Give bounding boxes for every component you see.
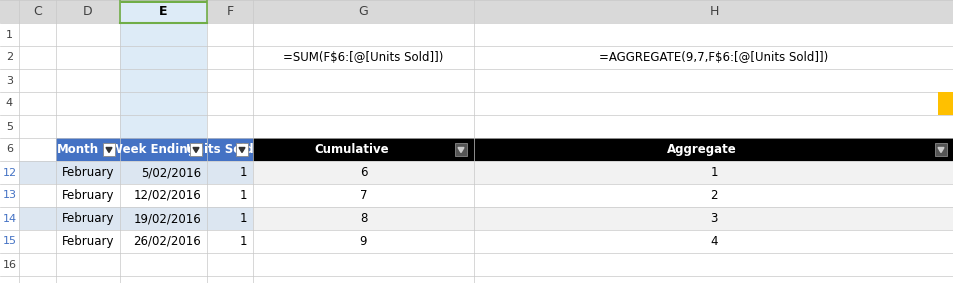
Text: 6: 6 [6, 145, 13, 155]
Text: 12/02/2016: 12/02/2016 [133, 189, 201, 202]
Bar [0, 0, 953, 23]
Text: 5/02/2016: 5/02/2016 [141, 166, 201, 179]
Text: 1: 1 [709, 166, 717, 179]
Bar [120, 115, 207, 138]
Bar [253, 230, 953, 253]
Text: Cumulative: Cumulative [314, 143, 389, 156]
Bar [120, 46, 207, 69]
Text: Week Ending: Week Ending [111, 143, 196, 156]
Text: 4: 4 [709, 235, 717, 248]
Text: 15: 15 [3, 237, 16, 246]
Text: Units Sold: Units Sold [186, 143, 253, 156]
Text: H: H [709, 5, 718, 18]
Polygon shape [937, 147, 943, 153]
Bar [19, 184, 253, 207]
Bar [253, 138, 953, 161]
Bar [120, 23, 207, 46]
Text: 4: 4 [6, 98, 13, 108]
Text: 2: 2 [709, 189, 717, 202]
Text: 2: 2 [6, 53, 13, 63]
Bar [19, 207, 253, 230]
Bar [103, 143, 115, 156]
Text: G: G [358, 5, 368, 18]
Text: 13: 13 [3, 190, 16, 200]
Bar [56, 138, 253, 161]
Text: 3: 3 [710, 212, 717, 225]
Bar [120, 0, 207, 3]
Text: 16: 16 [3, 260, 16, 269]
Text: 19/02/2016: 19/02/2016 [133, 212, 201, 225]
Text: E: E [159, 5, 168, 18]
Bar [235, 143, 248, 156]
Bar [253, 207, 953, 230]
Bar [253, 184, 953, 207]
Text: 9: 9 [359, 235, 367, 248]
Text: Aggregate: Aggregate [666, 143, 736, 156]
Text: February: February [62, 235, 114, 248]
Text: F: F [226, 5, 233, 18]
Polygon shape [457, 147, 463, 153]
Bar [253, 161, 953, 184]
Text: 3: 3 [6, 76, 13, 85]
Bar [19, 230, 253, 253]
Text: February: February [62, 212, 114, 225]
Bar [937, 92, 953, 115]
Text: 8: 8 [359, 212, 367, 225]
Text: 1: 1 [239, 166, 247, 179]
Text: C: C [33, 5, 42, 18]
Polygon shape [193, 147, 199, 153]
Text: 7: 7 [359, 189, 367, 202]
Text: February: February [62, 166, 114, 179]
Text: =SUM(F$6:[@[Units Sold]]): =SUM(F$6:[@[Units Sold]]) [283, 51, 443, 64]
Text: =AGGREGATE(9,7,F$6:[@[Units Sold]]): =AGGREGATE(9,7,F$6:[@[Units Sold]]) [598, 51, 828, 64]
Text: 5: 5 [6, 121, 13, 132]
Text: 1: 1 [239, 235, 247, 248]
Text: 1: 1 [239, 189, 247, 202]
Text: 1: 1 [6, 29, 13, 40]
Bar [19, 161, 253, 184]
Text: 26/02/2016: 26/02/2016 [133, 235, 201, 248]
Bar [455, 143, 467, 156]
Text: D: D [83, 5, 92, 18]
Bar [120, 0, 207, 23]
Text: February: February [62, 189, 114, 202]
Text: 12: 12 [3, 168, 16, 177]
Bar [190, 143, 202, 156]
Text: Month: Month [57, 143, 99, 156]
Text: 6: 6 [359, 166, 367, 179]
Bar [120, 69, 207, 92]
Text: 1: 1 [239, 212, 247, 225]
Bar [120, 92, 207, 115]
Bar [934, 143, 946, 156]
Polygon shape [239, 147, 245, 153]
Text: 14: 14 [3, 213, 16, 224]
Polygon shape [106, 147, 112, 153]
